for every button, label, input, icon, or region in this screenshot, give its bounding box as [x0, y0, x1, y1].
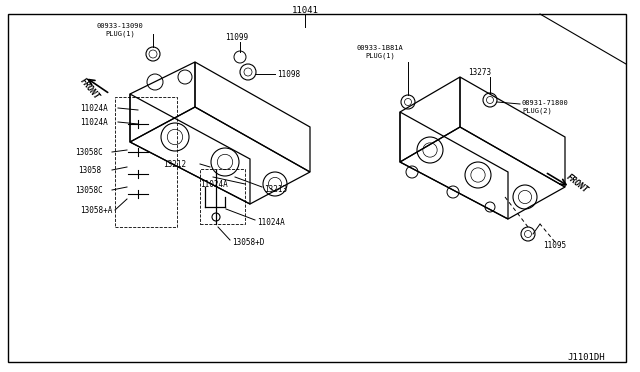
Text: 11024A: 11024A	[257, 218, 285, 227]
Text: 13212: 13212	[163, 160, 186, 169]
Text: 13213: 13213	[264, 185, 287, 193]
Text: 13058+A: 13058+A	[80, 205, 113, 215]
Text: 11024A: 11024A	[80, 118, 108, 126]
Text: 11099: 11099	[225, 32, 248, 42]
Text: 13058C: 13058C	[75, 148, 103, 157]
Text: 13273: 13273	[468, 67, 491, 77]
Text: J1101DH: J1101DH	[568, 353, 605, 362]
Text: 00933-1B81A
PLUG(1): 00933-1B81A PLUG(1)	[356, 45, 403, 59]
Text: 11024A: 11024A	[200, 180, 228, 189]
Bar	[200, 169, 245, 224]
Text: 00933-13090
PLUG(1): 00933-13090 PLUG(1)	[97, 23, 143, 37]
Text: FRONT: FRONT	[79, 77, 102, 102]
Text: 11024A: 11024A	[80, 103, 108, 112]
Text: 11041: 11041	[292, 6, 319, 15]
Text: 08931-71800
PLUG(2): 08931-71800 PLUG(2)	[522, 100, 569, 114]
Text: FRONT: FRONT	[565, 173, 590, 195]
Text: 11095: 11095	[543, 241, 566, 250]
Bar	[115, 97, 177, 227]
Text: 13058: 13058	[78, 166, 101, 174]
Text: 11098: 11098	[277, 70, 300, 78]
Text: 13058+D: 13058+D	[232, 237, 264, 247]
Text: 13058C: 13058C	[75, 186, 103, 195]
